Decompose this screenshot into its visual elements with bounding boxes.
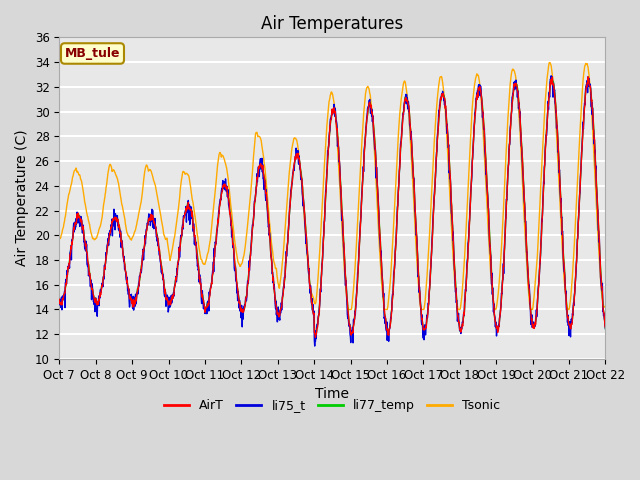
li77_temp (164, 296, 172, 302)
li77_temp (177, 238, 184, 244)
AirT (489, 288, 497, 294)
AirT (312, 335, 319, 340)
li77_temp (602, 326, 609, 332)
Line: Tsonic: Tsonic (60, 62, 605, 310)
li75_t (537, 240, 545, 246)
Tsonic (177, 182, 184, 188)
li77_temp (56, 297, 63, 302)
Tsonic (546, 60, 554, 65)
Tsonic (417, 307, 425, 312)
Y-axis label: Air Temperature (C): Air Temperature (C) (15, 130, 29, 266)
Tsonic (238, 261, 246, 266)
li75_t (489, 285, 497, 291)
li77_temp (238, 306, 246, 312)
Tsonic (537, 180, 545, 186)
li75_t (602, 326, 609, 332)
li77_temp (312, 334, 320, 339)
Tsonic (345, 307, 353, 312)
li75_t (547, 73, 555, 79)
li75_t (311, 343, 319, 349)
li75_t (177, 232, 184, 238)
AirT (56, 297, 63, 302)
Tsonic (164, 240, 172, 245)
AirT (417, 312, 425, 317)
AirT (177, 237, 184, 243)
Tsonic (602, 304, 609, 310)
Line: li75_t: li75_t (60, 76, 605, 346)
li77_temp (489, 289, 497, 295)
Tsonic (56, 236, 63, 241)
li75_t (164, 293, 172, 299)
li75_t (417, 319, 425, 324)
AirT (602, 324, 609, 330)
Title: Air Temperatures: Air Temperatures (261, 15, 403, 33)
AirT (238, 307, 246, 312)
li77_temp (537, 244, 545, 250)
li75_t (56, 302, 63, 308)
li77_temp (584, 75, 592, 81)
AirT (537, 240, 545, 245)
li75_t (238, 303, 246, 309)
Legend: AirT, li75_t, li77_temp, Tsonic: AirT, li75_t, li77_temp, Tsonic (159, 394, 506, 417)
Line: li77_temp: li77_temp (60, 78, 605, 336)
AirT (584, 74, 592, 80)
Line: AirT: AirT (60, 77, 605, 337)
li77_temp (417, 312, 425, 317)
Text: MB_tule: MB_tule (65, 47, 120, 60)
AirT (164, 298, 172, 303)
X-axis label: Time: Time (316, 387, 349, 401)
Tsonic (489, 293, 497, 299)
